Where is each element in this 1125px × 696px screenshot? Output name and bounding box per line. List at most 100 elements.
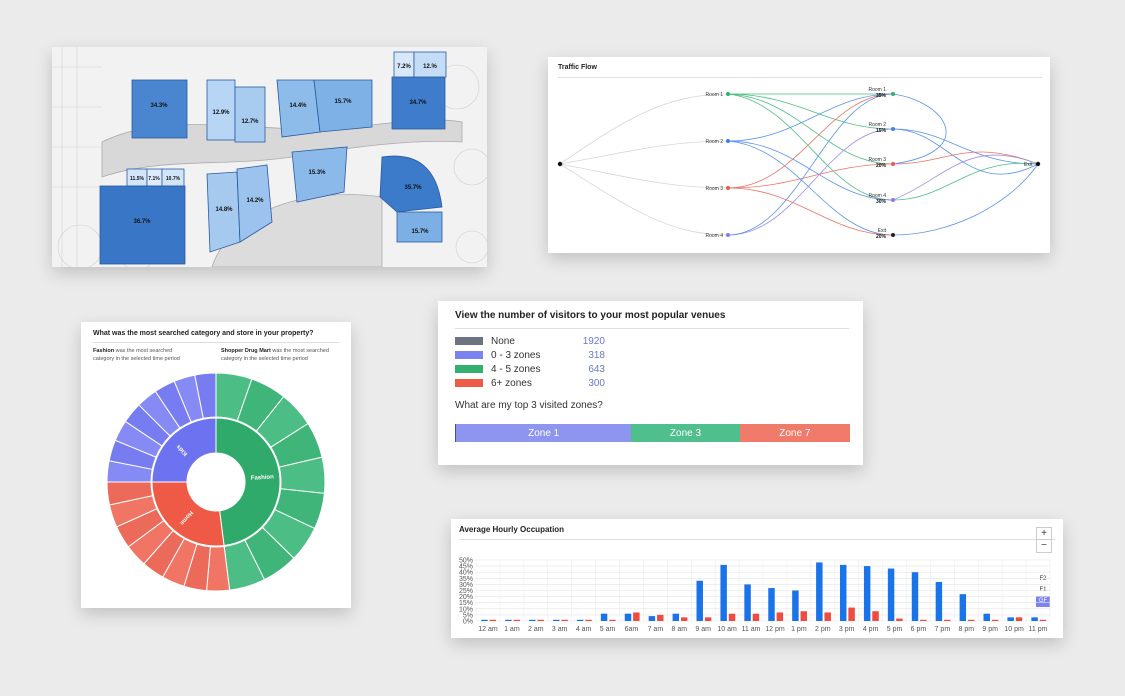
node-dot[interactable] xyxy=(726,92,730,96)
zone-label: 10.7% xyxy=(166,176,181,182)
zone-shape[interactable] xyxy=(131,79,188,139)
zoom-in-button[interactable]: + xyxy=(1036,527,1052,541)
venues-title: View the number of visitors to your most… xyxy=(455,310,726,321)
most-searched-store-note: Shopper Drug Mart was the most searched … xyxy=(221,348,329,362)
node-pct: 15% xyxy=(876,128,887,134)
category-segment[interactable] xyxy=(151,417,217,483)
right-room-nodes: Room 1 35% Room 2 15% Room 3 20% Room 4 … xyxy=(868,87,895,240)
legend-value: 643 xyxy=(588,363,605,375)
legend-label: 4 - 5 zones xyxy=(491,363,541,375)
category-label: Fashion xyxy=(251,474,275,481)
left-room-nodes: Room 1 Room 2 Room 3 Room 4 xyxy=(705,92,730,239)
store-segment[interactable] xyxy=(194,372,217,419)
floor-button-gf[interactable]: GF xyxy=(1036,596,1050,607)
exit-label: Exit xyxy=(1024,162,1033,168)
zone-shape[interactable] xyxy=(313,79,373,133)
zone-label: 7.2% xyxy=(397,64,411,70)
zone-bar-segment[interactable]: Zone 3 xyxy=(631,424,740,442)
zone-shape[interactable] xyxy=(206,79,236,141)
zone-label: 12.9% xyxy=(212,110,230,116)
node-label: Room 3 xyxy=(868,157,886,163)
node-label: Room 3 xyxy=(705,186,723,192)
start-node xyxy=(557,161,563,167)
zone-shape[interactable] xyxy=(413,51,447,78)
node-dot[interactable] xyxy=(891,162,895,166)
zone-shape[interactable] xyxy=(236,164,273,243)
floor-button-f2[interactable]: F2 xyxy=(1036,574,1050,585)
traffic-flow-diagram: Exit Room 1 Room 2 Room 3 Room 4 Room 1 … xyxy=(557,87,1041,240)
top-category: Fashion xyxy=(93,348,115,354)
node-label: Room 4 xyxy=(705,233,723,239)
legend-row: None 1920 xyxy=(455,334,605,348)
legend-row: 0 - 3 zones 318 xyxy=(455,348,605,362)
zone-label: 15.3% xyxy=(308,170,326,176)
traffic-flow-title: Traffic Flow xyxy=(558,64,597,71)
legend-swatch xyxy=(455,365,483,373)
zone-bar-segment[interactable]: Zone 1 xyxy=(456,424,632,442)
zone-label: 14.2% xyxy=(246,198,264,204)
node-label: Exit xyxy=(878,228,887,234)
legend-label: 0 - 3 zones xyxy=(491,349,541,361)
node-dot[interactable] xyxy=(891,233,895,237)
node-dot[interactable] xyxy=(891,198,895,202)
legend-swatch xyxy=(455,337,483,345)
exit-node xyxy=(1035,161,1041,167)
category-segment[interactable] xyxy=(215,417,281,547)
floorplan-card: 34.3% 12.9% 12.7% 14.4% 15.7% 34.7% 7.2%… xyxy=(52,47,487,267)
top-zones-bar: Zone 1 Zone 3 Zone 7 xyxy=(455,424,850,442)
node-label: Room 2 xyxy=(705,139,723,145)
legend-value: 1920 xyxy=(582,335,605,347)
zone-label: 36.7% xyxy=(133,219,151,225)
zone-shape[interactable] xyxy=(234,86,266,143)
zone-shape[interactable] xyxy=(99,185,186,265)
legend-label: 6+ zones xyxy=(491,377,532,389)
node-dot[interactable] xyxy=(726,186,730,190)
zone-label: 11.5% xyxy=(130,176,144,182)
floorplan-map: 34.3% 12.9% 12.7% 14.4% 15.7% 34.7% 7.2%… xyxy=(52,47,487,267)
zone-bar-segment[interactable]: Zone 7 xyxy=(739,424,850,442)
most-searched-title: What was the most searched category and … xyxy=(93,330,314,337)
node-pct: 20% xyxy=(876,163,887,169)
node-dot[interactable] xyxy=(891,92,895,96)
most-searched-category-note: Fashion was the most searched category i… xyxy=(93,348,180,362)
node-label: Room 2 xyxy=(868,122,886,128)
top-store: Shopper Drug Mart xyxy=(221,348,271,354)
node-label: Room 1 xyxy=(705,92,723,98)
node-pct: 30% xyxy=(876,199,887,205)
zone-shape[interactable] xyxy=(291,146,348,203)
zone-label: 7.1% xyxy=(148,176,160,182)
zone-label: 34.3% xyxy=(150,103,168,109)
zoom-out-button[interactable]: − xyxy=(1036,539,1052,553)
zone-label: 12.7% xyxy=(241,119,259,125)
legend-value: 318 xyxy=(588,349,605,361)
node-dot[interactable] xyxy=(726,139,730,143)
legend-value: 300 xyxy=(588,377,605,389)
venues-card: View the number of visitors to your most… xyxy=(438,301,863,465)
zone-shape[interactable] xyxy=(391,76,446,130)
legend-swatch xyxy=(455,351,483,359)
node-pct: 35% xyxy=(876,93,887,99)
zone-label: 14.8% xyxy=(215,207,233,213)
zone-label: 15.7% xyxy=(411,229,429,235)
node-label: Room 1 xyxy=(868,87,886,93)
zone-label: 35.7% xyxy=(404,185,422,191)
zone-label: 12.% xyxy=(423,64,437,70)
legend-swatch xyxy=(455,379,483,387)
top-zones-question: What are my top 3 visited zones? xyxy=(455,400,603,411)
zone-shape[interactable] xyxy=(396,211,443,243)
category-segment[interactable] xyxy=(151,481,225,547)
node-pct: 20% xyxy=(876,234,887,240)
legend-row: 6+ zones 300 xyxy=(455,376,605,390)
zone-label: 14.4% xyxy=(289,103,307,109)
traffic-flow-card: Traffic Flow xyxy=(548,57,1050,253)
zone-label: 34.7% xyxy=(409,100,427,106)
zone-label: 15.7% xyxy=(334,99,352,105)
zone-shape[interactable] xyxy=(379,155,443,213)
most-searched-card: What was the most searched category and … xyxy=(81,322,351,608)
occupation-title: Average Hourly Occupation xyxy=(459,525,565,534)
node-dot[interactable] xyxy=(726,233,730,237)
floor-button-f1[interactable]: F1 xyxy=(1036,585,1050,596)
node-label: Room 4 xyxy=(868,193,886,199)
node-dot[interactable] xyxy=(891,127,895,131)
